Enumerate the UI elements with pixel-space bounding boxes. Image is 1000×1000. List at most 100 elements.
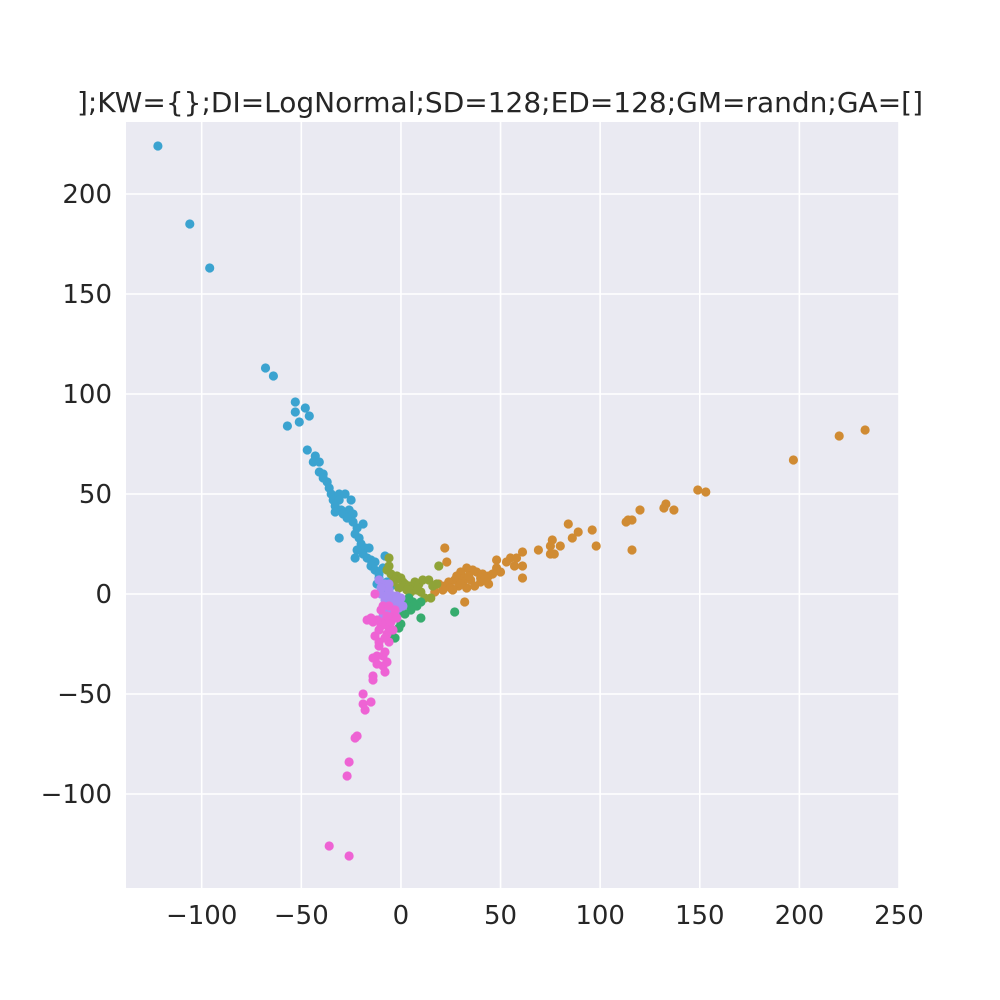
data-point (314, 457, 324, 467)
plot-background (126, 122, 899, 888)
data-point (450, 607, 460, 617)
data-point (448, 585, 458, 595)
x-tick-label: 50 (484, 901, 517, 931)
y-tick-label: 100 (62, 380, 112, 410)
data-point (366, 697, 376, 707)
data-point (860, 425, 870, 435)
data-point (358, 689, 368, 699)
data-point (294, 417, 304, 427)
data-point (495, 567, 506, 577)
data-point (376, 583, 386, 593)
data-point (390, 605, 400, 615)
data-point (669, 505, 679, 515)
series-1 (430, 425, 870, 607)
x-tick-label: 150 (675, 901, 725, 931)
data-point (591, 541, 601, 551)
data-point (788, 455, 799, 465)
data-point (492, 555, 502, 565)
data-point (693, 485, 703, 495)
data-point (545, 541, 556, 551)
series-2 (382, 553, 444, 603)
x-tick-label: 100 (575, 901, 625, 931)
data-point (302, 445, 312, 455)
grid-lines (126, 122, 900, 888)
data-point (480, 575, 490, 585)
data-point (282, 421, 292, 431)
data-point (360, 705, 370, 715)
data-point (260, 363, 271, 373)
data-point (517, 547, 528, 557)
y-tick-label: −100 (41, 780, 112, 810)
data-point (382, 657, 392, 667)
series-5 (324, 589, 402, 861)
data-point (635, 505, 645, 515)
data-point (205, 263, 215, 273)
data-point (416, 613, 426, 623)
data-point (392, 613, 402, 623)
data-point (350, 553, 360, 563)
data-point (153, 141, 163, 151)
y-tick-label: 0 (95, 580, 112, 610)
data-point (334, 533, 344, 543)
data-point (563, 519, 573, 529)
data-point (627, 545, 637, 555)
data-point (416, 597, 426, 607)
data-point (372, 659, 382, 669)
data-point (342, 771, 352, 781)
data-point (290, 397, 300, 407)
data-point (346, 495, 356, 505)
data-point (464, 571, 474, 581)
chart-title: ];KW={};DI=LogNormal;SD=128;ED=128;GM=ra… (77, 86, 923, 119)
data-point (404, 593, 414, 603)
data-point (368, 675, 378, 685)
data-point (442, 557, 452, 567)
data-point (501, 557, 512, 567)
data-point (573, 527, 583, 537)
data-point (440, 543, 450, 553)
x-tick-label: −50 (274, 901, 329, 931)
data-point (567, 533, 577, 543)
data-point (434, 561, 444, 571)
data-point (380, 667, 390, 677)
data-point (350, 733, 360, 743)
data-point (185, 219, 195, 229)
data-point (268, 371, 278, 381)
data-point (344, 757, 354, 767)
data-point (370, 589, 380, 599)
data-point (587, 525, 597, 535)
data-point (300, 403, 310, 413)
data-point (364, 543, 374, 553)
data-point (392, 591, 402, 601)
data-point (432, 579, 442, 589)
data-point (384, 553, 394, 563)
data-point (621, 517, 631, 527)
data-point (304, 411, 314, 421)
x-tick-label: 250 (874, 901, 924, 931)
data-point (456, 579, 466, 589)
data-point (344, 851, 354, 861)
data-point (517, 561, 528, 571)
data-point (412, 585, 422, 595)
y-tick-label: 50 (79, 480, 112, 510)
data-point (517, 573, 528, 583)
data-point (380, 633, 390, 643)
data-point (402, 585, 412, 595)
data-point (340, 489, 350, 499)
data-point (398, 601, 408, 611)
data-point (330, 507, 340, 517)
x-tick-label: 0 (393, 901, 410, 931)
data-point (834, 431, 844, 441)
y-tick-label: −50 (57, 680, 112, 710)
data-point (509, 561, 520, 571)
data-point (460, 597, 470, 607)
data-point (366, 613, 376, 623)
data-point (382, 565, 392, 575)
data-point (324, 841, 334, 851)
x-tick-label: 200 (775, 901, 825, 931)
y-tick-label: 150 (62, 280, 112, 310)
data-point (701, 487, 711, 497)
data-point (659, 503, 669, 513)
data-point (470, 581, 480, 591)
data-point (388, 625, 398, 635)
